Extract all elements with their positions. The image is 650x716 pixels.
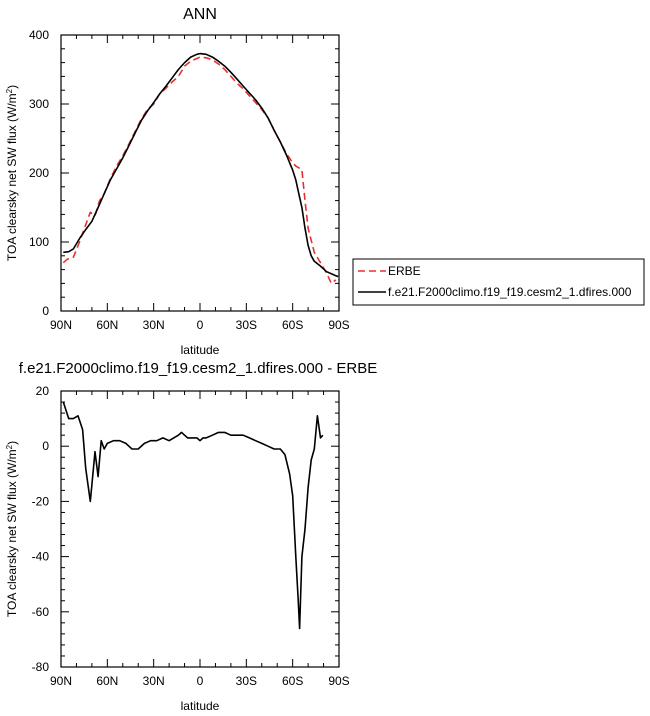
y-tick-label: -60 xyxy=(32,605,50,619)
y-tick-label: -80 xyxy=(32,660,50,674)
x-tick-label: 90N xyxy=(50,318,72,332)
legend-label-1: ERBE xyxy=(388,264,421,278)
x-tick-label: 0 xyxy=(197,318,204,332)
y-tick-label: -40 xyxy=(32,550,50,564)
x-tick-label: 0 xyxy=(197,674,204,688)
y-axis-label: TOA clearsky net SW flux (W/m2) xyxy=(5,441,20,617)
chart-panel-2: f.e21.F2000climo.f19_f19.cesm2_1.dfires.… xyxy=(5,360,378,713)
x-axis-label: latitude xyxy=(181,699,220,713)
x-axis-label: latitude xyxy=(181,343,220,357)
y-tick-label: 300 xyxy=(29,97,49,111)
x-tick-label: 30S xyxy=(236,674,257,688)
x-tick-label: 60S xyxy=(282,674,303,688)
x-tick-label: 30N xyxy=(143,674,165,688)
x-tick-label: 60S xyxy=(282,318,303,332)
plot-frame xyxy=(60,34,340,312)
plot-frame xyxy=(60,390,340,668)
y-axis-label: TOA clearsky net SW flux (W/m2) xyxy=(5,85,20,261)
x-tick-label: 90N xyxy=(50,674,72,688)
x-tick-label: 60N xyxy=(96,674,118,688)
x-tick-label: 90S xyxy=(328,674,349,688)
axis-ticks xyxy=(60,390,340,668)
legend-label-2: f.e21.F2000climo.f19_f19.cesm2_1.dfires.… xyxy=(388,285,632,299)
y-tick-label: 20 xyxy=(36,384,50,398)
x-tick-label: 30S xyxy=(236,318,257,332)
x-tick-label: 60N xyxy=(96,318,118,332)
legend-box xyxy=(352,258,645,306)
y-tick-label: 0 xyxy=(42,439,49,453)
series-line-1 xyxy=(62,401,324,630)
y-tick-label: 0 xyxy=(42,304,49,318)
chart-title: f.e21.F2000climo.f19_f19.cesm2_1.dfires.… xyxy=(19,360,378,377)
series-line-2 xyxy=(63,52,339,278)
y-tick-label: 200 xyxy=(29,166,49,180)
series-line-1 xyxy=(62,56,337,285)
y-tick-label: 400 xyxy=(29,28,49,42)
axis-ticks xyxy=(60,34,340,312)
chart-panel-1: ANN 90N 60N 30N 0 30S 60S 90S 0 100 200 300 400 latit… xyxy=(5,6,645,357)
y-tick-label: -20 xyxy=(32,494,50,508)
x-tick-label: 90S xyxy=(328,318,349,332)
legend: ERBE f.e21.F2000climo.f19_f19.cesm2_1.dfi… xyxy=(352,258,645,306)
y-tick-label: 100 xyxy=(29,235,49,249)
chart-title: ANN xyxy=(183,6,217,23)
x-tick-label: 30N xyxy=(143,318,165,332)
